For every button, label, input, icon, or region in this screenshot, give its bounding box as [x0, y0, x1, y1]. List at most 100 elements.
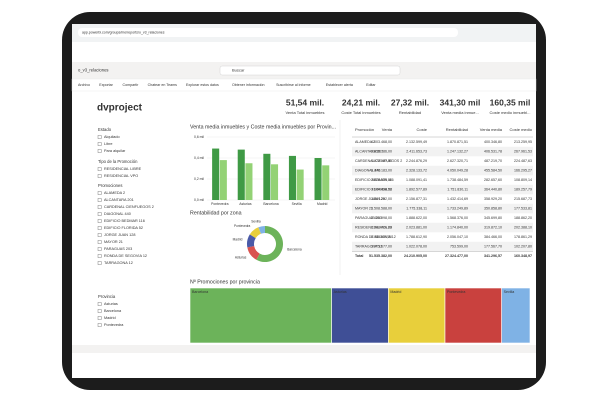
column-header: Venta: [382, 127, 393, 132]
bar: [212, 148, 220, 200]
donut-slice: [258, 226, 265, 234]
slicer-item: Pontevedra: [104, 323, 124, 327]
checkbox[interactable]: [97, 309, 102, 313]
table-cell: 1.088.091,41: [406, 178, 427, 182]
slicer-item: TARRAGONA 12: [104, 261, 133, 265]
treemap-label: Barcelona: [192, 290, 208, 294]
table-cell: 1.022.078,00: [406, 244, 427, 248]
checkbox[interactable]: [97, 142, 102, 146]
menu-item[interactable]: Chatear en Teams: [148, 83, 178, 87]
table-cell: 1.738.484,59: [447, 178, 468, 182]
total-cell: 27.324.477,00: [445, 254, 468, 258]
checkbox[interactable]: [97, 135, 102, 139]
checkbox[interactable]: [97, 149, 102, 153]
menu-item[interactable]: Archivo: [78, 83, 90, 87]
table-cell: 1.870.871,51: [447, 140, 468, 144]
y-tick-label: 0,2 mil: [194, 177, 204, 181]
kpi-label: Rentabilidad: [399, 110, 421, 115]
treemap-cell: [189, 287, 332, 344]
slicer-title: Estado: [98, 127, 112, 132]
chart-title: Nº Promociones por provincia: [190, 279, 260, 285]
checkbox[interactable]: [97, 240, 102, 244]
table-cell: 189.257,79: [514, 187, 532, 191]
menu-item[interactable]: Explorar estos datos: [186, 83, 219, 87]
table-cell: 753.599,00: [450, 244, 468, 248]
menu-item[interactable]: Exportar: [99, 83, 113, 87]
checkbox[interactable]: [97, 167, 102, 171]
donut-slice: [247, 234, 256, 248]
treemap-cell: [331, 287, 389, 344]
menu-item[interactable]: Establecer alerta: [326, 83, 353, 87]
table-cell: 400.346,80: [484, 140, 502, 144]
search-box[interactable]: [219, 65, 401, 76]
slicer-item: ALCANTARA 201: [104, 198, 134, 202]
checkbox[interactable]: [97, 219, 102, 223]
checkbox[interactable]: [97, 205, 102, 209]
chart-title: Rentabilidad por zona: [190, 210, 242, 216]
slicer-item: JORGE JUAN 128: [104, 233, 135, 237]
table-cell: 3.844.660,00: [371, 235, 392, 239]
table-cell: 4.003.468,00: [371, 140, 392, 144]
checkbox[interactable]: [97, 247, 102, 251]
y-tick-label: 0,6 mil: [194, 135, 204, 139]
tab-title: o_v3_relaciones: [78, 68, 109, 73]
checkbox[interactable]: [97, 226, 102, 230]
table-cell: 1.247.132,27: [447, 149, 468, 153]
kpi-value: 27,32 mil.: [391, 97, 429, 107]
bar: [322, 165, 330, 200]
kpi-value: 341,30 mil: [440, 97, 481, 107]
table-cell: 3.658.786,00: [371, 149, 392, 153]
checkbox[interactable]: [97, 174, 102, 178]
slicer-item: RESIDENCIAL VPO: [104, 174, 138, 178]
slicer-item: Asturias: [104, 302, 118, 306]
table-cell: 1.888.622,00: [406, 216, 427, 220]
logo: dvproject: [97, 103, 143, 114]
table-cell: 2.328.133,72: [406, 168, 427, 172]
checkbox[interactable]: [97, 302, 102, 306]
table-cell: MAYOR 21: [355, 206, 373, 210]
checkbox[interactable]: [97, 254, 102, 258]
chart-title: Venta media inmuebles y Coste media inmu…: [190, 124, 336, 130]
menu-bar: [71, 78, 537, 92]
table-cell: CARDENAL CIENFUEGOS 2: [355, 159, 402, 163]
checkbox[interactable]: [97, 233, 102, 237]
table-cell: 1.775.677,00: [371, 244, 392, 248]
table-cell: 166.295,27: [514, 168, 532, 172]
slicer-title: Tipo de la Promoción: [98, 159, 138, 164]
row-band: [352, 241, 533, 252]
table-cell: 188.862,20: [514, 216, 532, 220]
menu-item[interactable]: Suscribirse al informe: [276, 83, 311, 87]
menu-item[interactable]: Editar: [366, 83, 376, 87]
bar: [245, 163, 253, 200]
checkbox[interactable]: [97, 191, 102, 195]
table-cell: 2.156.877,31: [406, 197, 427, 201]
total-cell: 160.348,97: [514, 254, 532, 258]
table-cell: 2.023.881,00: [406, 225, 427, 229]
menu-item[interactable]: Compartir: [123, 83, 140, 87]
menu-item[interactable]: Obtener información: [232, 83, 265, 87]
x-tick-label: Asturias: [239, 202, 252, 206]
slicer-title: Promociones: [98, 183, 122, 188]
table-cell: 1.788.612,90: [406, 235, 427, 239]
checkbox[interactable]: [97, 212, 102, 216]
checkbox[interactable]: [97, 261, 102, 265]
row-band: [352, 165, 533, 176]
table-cell: 455.584,50: [484, 168, 502, 172]
checkbox[interactable]: [97, 316, 102, 320]
address-bar[interactable]: [78, 28, 458, 37]
x-tick-label: Sevilla: [292, 202, 302, 206]
slicer-item: MAYOR 21: [104, 240, 123, 244]
slicer-item: Para alquilar: [104, 149, 126, 153]
table-cell: 178.861,29: [514, 235, 532, 239]
table-cell: 1.892.577,89: [406, 187, 427, 191]
table-cell: 319.872,10: [484, 225, 502, 229]
table-cell: 108.809,14: [514, 178, 532, 182]
table-cell: 2.056.047,10: [447, 235, 468, 239]
checkbox[interactable]: [97, 198, 102, 202]
row-band: [352, 184, 533, 195]
row-band: [352, 222, 533, 233]
checkbox[interactable]: [97, 323, 102, 327]
bar: [271, 164, 279, 200]
table-cell: 3.198.721,00: [371, 225, 392, 229]
